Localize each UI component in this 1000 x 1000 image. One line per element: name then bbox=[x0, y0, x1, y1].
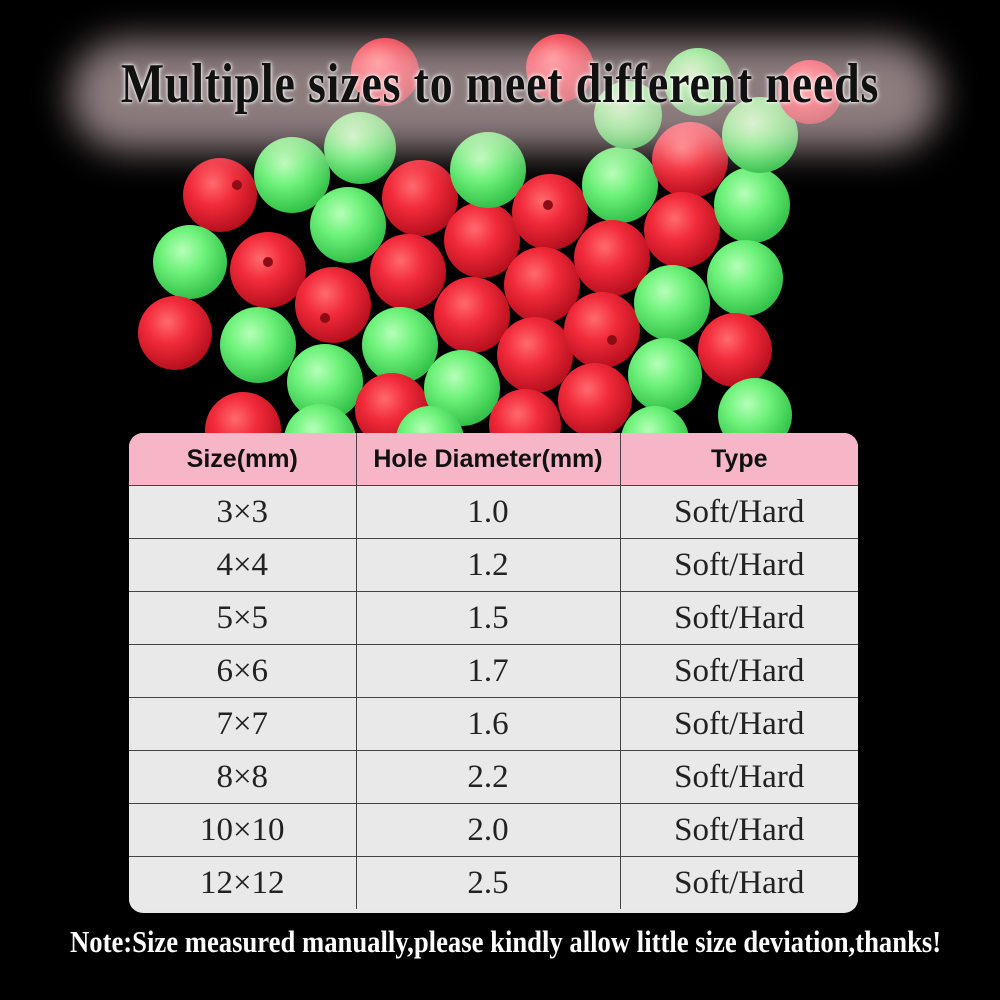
type-cell: Soft/Hard bbox=[619, 591, 858, 645]
red-bead bbox=[558, 363, 632, 437]
size-cell: 6×6 bbox=[129, 644, 357, 698]
red-bead bbox=[564, 292, 640, 368]
green-bead bbox=[310, 187, 386, 263]
green-bead bbox=[153, 225, 227, 299]
table-row: 6×6 1.7 Soft/Hard bbox=[129, 644, 858, 698]
size-cell: 10×10 bbox=[129, 803, 357, 857]
hole-diameter-cell: 1.5 bbox=[355, 591, 621, 645]
green-bead bbox=[628, 338, 702, 412]
hole-diameter-cell: 1.7 bbox=[355, 644, 621, 698]
green-bead bbox=[220, 307, 296, 383]
bead-hole bbox=[543, 200, 553, 210]
type-cell: Soft/Hard bbox=[619, 644, 858, 698]
size-cell: 5×5 bbox=[129, 591, 357, 645]
table-row: 10×10 2.0 Soft/Hard bbox=[129, 803, 858, 857]
red-bead bbox=[434, 277, 510, 353]
headline: Multiple sizes to meet different needs bbox=[120, 53, 880, 115]
disclaimer-note: Note:Size measured manually,please kindl… bbox=[70, 924, 942, 959]
hole-diameter-cell: 1.2 bbox=[355, 538, 621, 592]
red-bead bbox=[295, 267, 371, 343]
bead-hole bbox=[263, 257, 273, 267]
size-table: Size(mm) Hole Diameter(mm) Type 3×3 1.0 … bbox=[129, 433, 858, 913]
headline-glow bbox=[70, 40, 940, 150]
header-size: Size(mm) bbox=[129, 433, 357, 486]
red-bead bbox=[444, 202, 520, 278]
green-bead bbox=[582, 147, 658, 223]
hole-diameter-cell: 1.6 bbox=[355, 697, 621, 751]
hole-diameter-cell: 2.5 bbox=[355, 856, 621, 909]
red-bead bbox=[644, 192, 720, 268]
red-bead bbox=[698, 313, 772, 387]
table-row: 8×8 2.2 Soft/Hard bbox=[129, 750, 858, 804]
red-bead bbox=[183, 158, 257, 232]
red-bead bbox=[512, 174, 588, 250]
type-cell: Soft/Hard bbox=[619, 538, 858, 592]
table-row: 7×7 1.6 Soft/Hard bbox=[129, 697, 858, 751]
green-bead bbox=[287, 344, 363, 420]
red-bead bbox=[370, 234, 446, 310]
red-bead bbox=[574, 220, 650, 296]
hole-diameter-cell: 2.2 bbox=[355, 750, 621, 804]
red-bead bbox=[382, 160, 458, 236]
green-bead bbox=[450, 132, 526, 208]
table-row: 5×5 1.5 Soft/Hard bbox=[129, 591, 858, 645]
table-row: 12×12 2.5 Soft/Hard bbox=[129, 856, 858, 909]
header-hole-diameter: Hole Diameter(mm) bbox=[355, 433, 621, 486]
size-cell: 12×12 bbox=[129, 856, 357, 909]
table-row: 4×4 1.2 Soft/Hard bbox=[129, 538, 858, 592]
green-bead bbox=[424, 350, 500, 426]
size-cell: 8×8 bbox=[129, 750, 357, 804]
green-bead bbox=[634, 265, 710, 341]
bead-hole bbox=[320, 313, 330, 323]
red-bead bbox=[497, 317, 573, 393]
type-cell: Soft/Hard bbox=[619, 697, 858, 751]
green-bead bbox=[707, 240, 783, 316]
red-bead bbox=[230, 232, 306, 308]
green-bead bbox=[714, 167, 790, 243]
table-header-row: Size(mm) Hole Diameter(mm) Type bbox=[129, 433, 858, 486]
bead-hole bbox=[232, 180, 242, 190]
type-cell: Soft/Hard bbox=[619, 485, 858, 539]
type-cell: Soft/Hard bbox=[619, 750, 858, 804]
green-bead bbox=[362, 307, 438, 383]
green-bead bbox=[254, 137, 330, 213]
size-cell: 4×4 bbox=[129, 538, 357, 592]
table-row: 3×3 1.0 Soft/Hard bbox=[129, 485, 858, 539]
bead-hole bbox=[607, 335, 617, 345]
hole-diameter-cell: 1.0 bbox=[355, 485, 621, 539]
type-cell: Soft/Hard bbox=[619, 803, 858, 857]
red-bead bbox=[504, 247, 580, 323]
red-bead bbox=[138, 296, 212, 370]
header-type: Type bbox=[619, 433, 858, 486]
hole-diameter-cell: 2.0 bbox=[355, 803, 621, 857]
type-cell: Soft/Hard bbox=[619, 856, 858, 909]
size-cell: 3×3 bbox=[129, 485, 357, 539]
size-cell: 7×7 bbox=[129, 697, 357, 751]
